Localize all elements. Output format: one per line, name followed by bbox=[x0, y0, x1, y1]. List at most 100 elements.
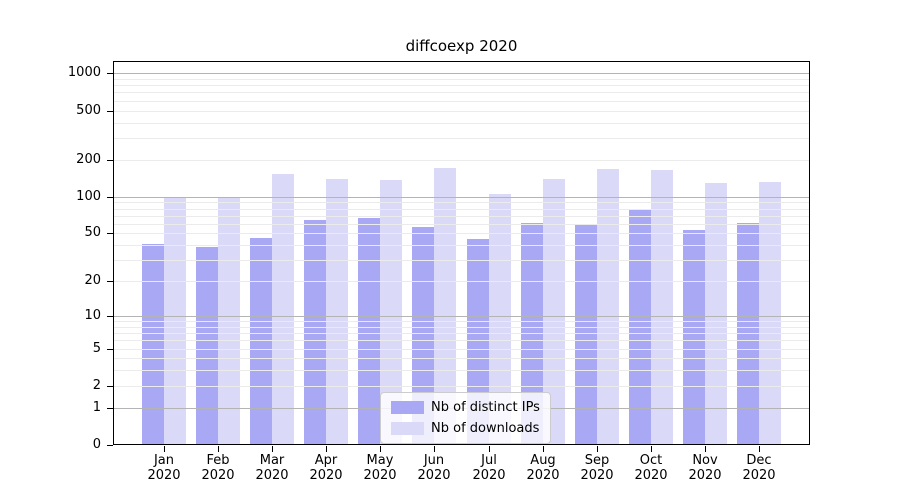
x-tick-label-may: May 2020 bbox=[350, 453, 410, 483]
y-tick-mark bbox=[107, 73, 113, 75]
gridline-minor-40 bbox=[113, 245, 810, 246]
chart-title: diffcoexp 2020 bbox=[405, 37, 518, 55]
legend-item-downloads: Nb of downloads bbox=[391, 420, 540, 437]
x-tick-month: Jul bbox=[481, 453, 497, 468]
bar-downloads-dec bbox=[758, 181, 781, 445]
y-tick-mark bbox=[107, 233, 113, 235]
y-tick-label-1000: 1000 bbox=[67, 65, 101, 81]
x-tick-month: Jun bbox=[423, 453, 445, 468]
x-tick-label-nov: Nov 2020 bbox=[675, 453, 735, 483]
bar-downloads-apr bbox=[326, 179, 349, 445]
y-tick-label-10: 10 bbox=[84, 308, 101, 323]
x-tick-year: 2020 bbox=[580, 468, 614, 483]
x-tick-month: Jan bbox=[153, 453, 175, 468]
x-tick-mark bbox=[380, 446, 381, 452]
x-tick-mark bbox=[597, 446, 598, 452]
bar-distinct-ips-jan bbox=[142, 243, 165, 445]
bar-distinct-ips-apr bbox=[304, 220, 327, 445]
gridline-minor-400 bbox=[113, 123, 810, 124]
bar-distinct-ips-may bbox=[358, 218, 381, 445]
gridline-minor-30 bbox=[113, 260, 810, 261]
bar-downloads-jun bbox=[434, 167, 457, 445]
x-tick-label-jun: Jun 2020 bbox=[404, 453, 464, 483]
y-tick-label-500: 500 bbox=[76, 102, 101, 118]
legend-swatch-downloads bbox=[391, 422, 424, 435]
gridline-minor-200 bbox=[113, 160, 810, 161]
bar-downloads-oct bbox=[650, 169, 673, 445]
legend-item-distinct-ips: Nb of distinct IPs bbox=[391, 399, 540, 416]
x-tick-label-mar: Mar 2020 bbox=[242, 453, 302, 483]
x-tick-mark bbox=[543, 446, 544, 452]
x-tick-year: 2020 bbox=[201, 468, 235, 483]
bar-downloads-jan bbox=[164, 196, 187, 445]
x-tick-label-oct: Oct 2020 bbox=[621, 453, 681, 483]
bar-distinct-ips-mar bbox=[250, 237, 273, 445]
y-tick-label-1: 1 bbox=[92, 399, 101, 415]
x-tick-year: 2020 bbox=[526, 468, 560, 483]
x-tick-mark bbox=[651, 446, 652, 452]
bar-distinct-ips-feb bbox=[196, 246, 219, 445]
x-tick-mark bbox=[218, 446, 219, 452]
x-tick-label-jul: Jul 2020 bbox=[459, 453, 519, 483]
gridline-minor-9 bbox=[113, 321, 810, 322]
gridline-minor-600 bbox=[113, 101, 810, 102]
y-tick-mark bbox=[107, 316, 113, 317]
gridline-minor-4 bbox=[113, 358, 810, 359]
gridline-minor-90 bbox=[113, 202, 810, 203]
gridline-minor-8 bbox=[113, 327, 810, 328]
x-tick-mark bbox=[164, 446, 165, 452]
gridline-minor-3 bbox=[113, 370, 810, 371]
x-tick-month: May bbox=[366, 453, 394, 468]
gridline-minor-60 bbox=[113, 224, 810, 225]
gridline-minor-7 bbox=[113, 333, 810, 334]
x-tick-month: Mar bbox=[259, 453, 285, 468]
bar-downloads-sep bbox=[596, 169, 619, 445]
gridline-minor-5 bbox=[113, 349, 810, 350]
x-tick-mark bbox=[326, 446, 327, 452]
bar-downloads-nov bbox=[704, 183, 727, 445]
gridline-minor-800 bbox=[113, 85, 810, 86]
gridline-minor-70 bbox=[113, 216, 810, 217]
x-tick-label-dec: Dec 2020 bbox=[729, 453, 789, 483]
gridline-minor-500 bbox=[113, 111, 810, 112]
y-tick-mark bbox=[107, 348, 113, 350]
x-tick-year: 2020 bbox=[255, 468, 289, 483]
gridline-major-100 bbox=[113, 197, 810, 198]
bar-distinct-ips-nov bbox=[682, 230, 705, 445]
x-tick-month: Nov bbox=[692, 453, 718, 468]
x-tick-month: Apr bbox=[314, 453, 338, 468]
y-tick-mark bbox=[107, 196, 113, 198]
x-tick-label-sep: Sep 2020 bbox=[567, 453, 627, 483]
legend-label-distinct-ips: Nb of distinct IPs bbox=[431, 400, 540, 415]
plot-area bbox=[113, 61, 810, 445]
gridline-minor-2 bbox=[113, 386, 810, 387]
x-tick-year: 2020 bbox=[417, 468, 451, 483]
x-tick-year: 2020 bbox=[472, 468, 506, 483]
y-tick-mark bbox=[107, 159, 113, 161]
y-tick-label-50: 50 bbox=[84, 225, 101, 241]
x-tick-year: 2020 bbox=[363, 468, 397, 483]
gridline-minor-80 bbox=[113, 209, 810, 210]
y-tick-mark bbox=[107, 281, 113, 283]
legend: Nb of distinct IPs Nb of downloads bbox=[380, 392, 551, 444]
x-tick-month: Aug bbox=[530, 453, 556, 468]
x-tick-month: Feb bbox=[206, 453, 230, 468]
legend-swatch-distinct-ips bbox=[391, 401, 424, 414]
x-tick-mark bbox=[705, 446, 706, 452]
x-tick-month: Dec bbox=[746, 453, 772, 468]
x-tick-mark bbox=[272, 446, 273, 452]
bar-downloads-jul bbox=[488, 194, 511, 445]
x-tick-year: 2020 bbox=[688, 468, 722, 483]
x-tick-label-jan: Jan 2020 bbox=[134, 453, 194, 483]
x-tick-year: 2020 bbox=[147, 468, 181, 483]
gridline-minor-50 bbox=[113, 233, 810, 234]
y-tick-mark bbox=[107, 407, 113, 409]
x-tick-mark bbox=[759, 446, 760, 452]
y-tick-mark bbox=[107, 385, 113, 387]
y-tick-label-0: 0 bbox=[92, 437, 101, 452]
x-tick-mark bbox=[489, 446, 490, 452]
x-tick-month: Sep bbox=[584, 453, 610, 468]
y-tick-mark bbox=[107, 110, 113, 112]
legend-label-downloads: Nb of downloads bbox=[431, 421, 540, 436]
